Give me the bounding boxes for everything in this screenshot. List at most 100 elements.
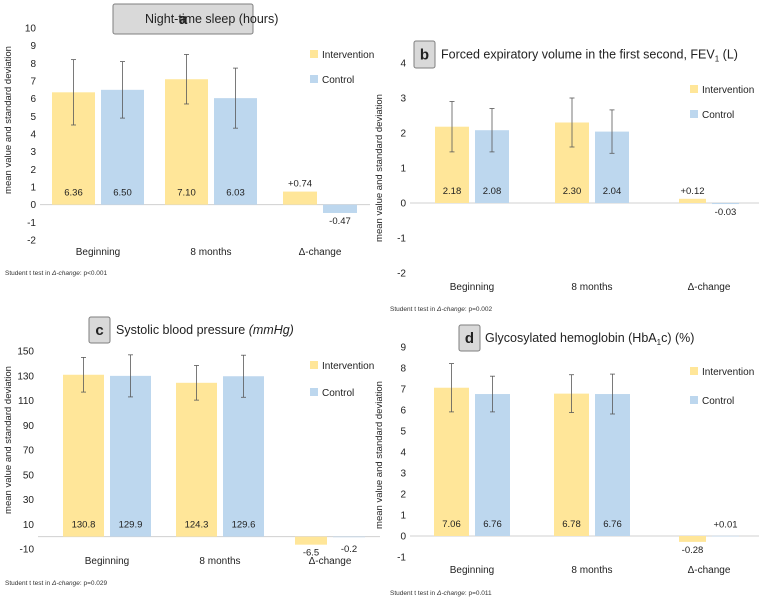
legend-label: Intervention xyxy=(702,85,754,96)
chart-panel-d: d Glycosylated hemoglobin (HbA1c) (%) -1 0 1… xyxy=(374,324,759,597)
legend-label: Control xyxy=(322,75,354,86)
y-tick-label: 10 xyxy=(23,520,35,531)
panel-label-box xyxy=(112,3,254,35)
y-tick-label: 10 xyxy=(25,24,37,35)
bar-intervention-1 xyxy=(176,382,217,537)
legend-label: Intervention xyxy=(322,50,374,61)
y-tick-label: 70 xyxy=(23,446,35,457)
y-axis-label: mean value and standard deviation xyxy=(374,381,385,529)
y-tick-label: 4 xyxy=(400,448,406,459)
x-category-label: Beginning xyxy=(450,565,494,576)
chart-panel-b: b Forced expiratory volume in the first s… xyxy=(374,40,759,313)
y-tick-label: 0 xyxy=(400,532,406,543)
y-tick-label: 3 xyxy=(400,94,406,105)
bar-control-1 xyxy=(223,376,264,537)
panel-letter: a xyxy=(179,11,188,28)
y-tick-label: 6 xyxy=(30,94,36,105)
x-category-label: Beginning xyxy=(76,247,120,258)
y-tick-label: -1 xyxy=(27,218,36,229)
y-tick-label: -2 xyxy=(27,236,36,247)
panel-letter: d xyxy=(465,330,474,347)
y-tick-label: 110 xyxy=(18,396,34,407)
data-label: -0.2 xyxy=(341,544,357,555)
y-tick-label: 130 xyxy=(17,371,34,382)
data-label: -0.47 xyxy=(329,216,351,227)
x-category-label: Beginning xyxy=(85,556,129,567)
data-label: 6.76 xyxy=(483,519,502,530)
y-tick-label: -10 xyxy=(20,545,35,556)
y-tick-label: 8 xyxy=(400,364,406,375)
data-label: 7.10 xyxy=(177,188,196,199)
y-tick-label: 9 xyxy=(400,343,406,354)
data-label: +0.12 xyxy=(680,186,704,197)
x-category-label: Δ-change xyxy=(688,282,731,293)
legend-label: Control xyxy=(702,396,734,407)
bar-control-2 xyxy=(712,203,739,205)
y-tick-label: 90 xyxy=(23,421,35,432)
legend-swatch xyxy=(310,388,318,396)
bar-control-2 xyxy=(712,535,739,537)
data-label: 129.6 xyxy=(232,520,256,531)
y-axis-label: mean value and standard deviation xyxy=(3,46,14,194)
legend-label: Control xyxy=(702,110,734,121)
y-tick-label: 2 xyxy=(30,165,36,176)
data-label: 129.9 xyxy=(119,520,143,531)
y-tick-label: 0 xyxy=(400,199,406,210)
bar-control-1 xyxy=(595,394,630,536)
data-label: 130.8 xyxy=(72,520,96,531)
panel-label-box xyxy=(458,324,481,352)
data-label: 2.18 xyxy=(443,186,462,197)
x-category-label: 8 months xyxy=(199,556,240,567)
legend-swatch xyxy=(690,85,698,93)
legend-swatch xyxy=(690,396,698,404)
y-tick-label: 9 xyxy=(30,41,36,52)
data-label: +0.01 xyxy=(713,520,737,531)
bar-intervention-2 xyxy=(295,536,327,545)
bar-control-0 xyxy=(475,394,510,536)
data-label: 6.78 xyxy=(562,519,581,530)
bar-control-2 xyxy=(323,204,357,213)
y-tick-label: 1 xyxy=(30,183,36,194)
y-tick-label: 6 xyxy=(400,406,406,417)
footnote: Student t test in Δ-change: p=0.011 xyxy=(390,590,492,597)
bar-intervention-2 xyxy=(679,536,706,542)
y-tick-label: 4 xyxy=(30,130,36,141)
x-category-label: 8 months xyxy=(571,282,612,293)
data-label: 6.50 xyxy=(113,188,132,199)
y-axis-label: mean value and standard deviation xyxy=(3,366,14,514)
y-tick-label: 5 xyxy=(400,427,406,438)
footnote: Student t test in Δ-change: p=0.002 xyxy=(390,306,493,313)
data-label: 2.30 xyxy=(563,186,582,197)
legend-swatch xyxy=(310,50,318,58)
bar-intervention-2 xyxy=(283,191,317,205)
data-label: 6.76 xyxy=(603,519,622,530)
y-axis-label: mean value and standard deviation xyxy=(374,94,385,242)
x-category-label: 8 months xyxy=(571,565,612,576)
legend-label: Intervention xyxy=(322,361,374,372)
y-tick-label: -1 xyxy=(397,553,406,564)
data-label: -6.5 xyxy=(303,548,319,559)
y-tick-label: 5 xyxy=(30,112,36,123)
y-tick-label: 0 xyxy=(30,200,36,211)
bar-intervention-0 xyxy=(63,374,104,537)
x-category-label: Δ-change xyxy=(309,556,352,567)
data-label: 6.03 xyxy=(226,188,245,199)
legend-swatch xyxy=(310,75,318,83)
y-tick-label: -1 xyxy=(397,234,406,245)
legend-swatch xyxy=(690,367,698,375)
y-tick-label: 3 xyxy=(400,469,406,480)
y-tick-label: 1 xyxy=(400,164,406,175)
chart-title: Glycosylated hemoglobin (HbA1c) (%) xyxy=(485,331,694,347)
chart-title: Night-time sleep (hours) xyxy=(145,12,278,26)
y-tick-label: 2 xyxy=(400,129,406,140)
panel-letter: c xyxy=(95,322,103,339)
bar-control-2 xyxy=(333,536,365,538)
y-tick-label: 150 xyxy=(17,347,34,358)
legend-swatch xyxy=(690,110,698,118)
y-tick-label: 3 xyxy=(30,147,36,158)
chart-title: Forced expiratory volume in the first se… xyxy=(441,48,738,64)
legend-label: Control xyxy=(322,388,354,399)
x-category-label: 8 months xyxy=(190,247,231,258)
